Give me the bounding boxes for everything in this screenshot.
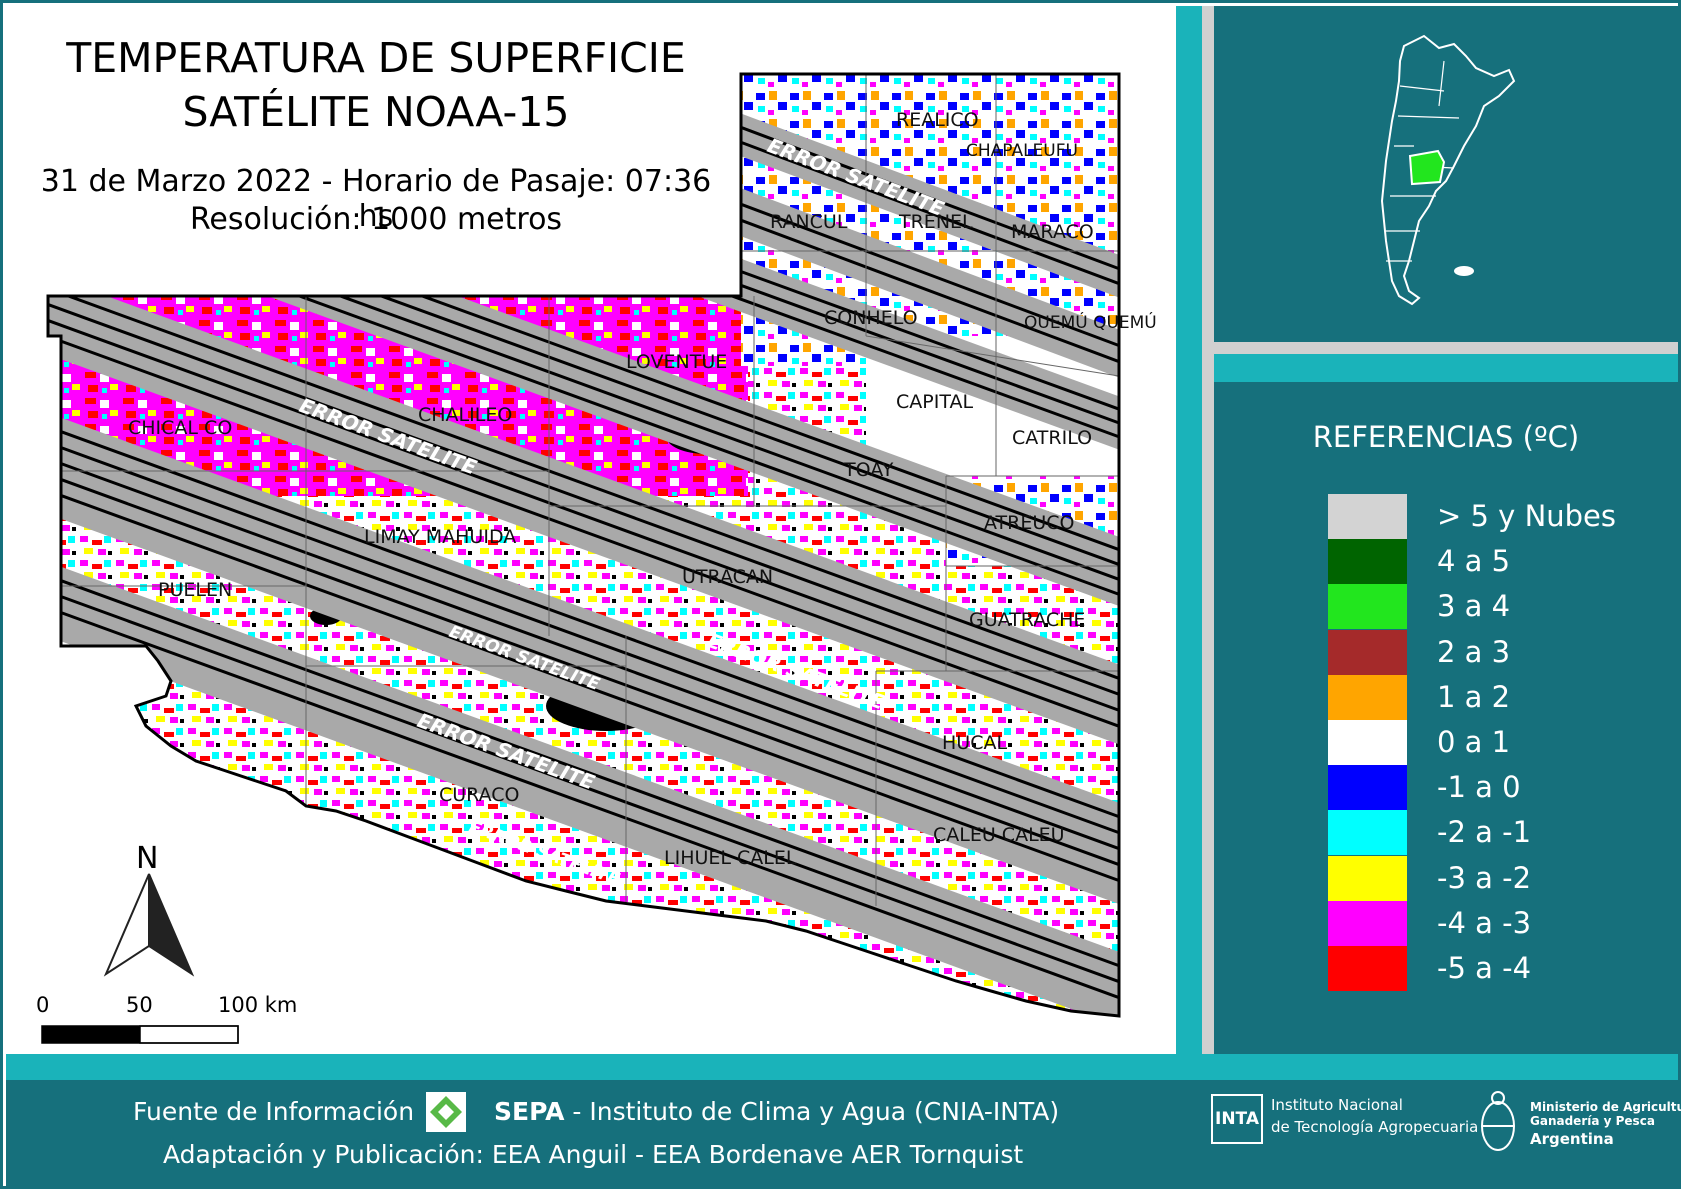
dept-label-hucal: HUCAL xyxy=(942,732,1007,754)
legend-swatch xyxy=(1328,674,1407,720)
side-panel: REFERENCIAS (ºC) > 5 y Nubes 4 a 5 3 a 4 2 … xyxy=(1214,6,1678,1054)
legend-swatch xyxy=(1328,720,1407,765)
legend-item: 4 a 5 xyxy=(1328,539,1658,585)
dept-label-chapaleufu: CHAPALEUFU xyxy=(966,141,1078,161)
legend-swatch xyxy=(1328,494,1407,539)
publication-line: Adaptación y Publicación: EEA Anguil - E… xyxy=(163,1140,1024,1169)
argentina-locator-map xyxy=(1380,34,1516,306)
legend-swatch xyxy=(1328,539,1407,585)
dept-label-puelen: PUELEN xyxy=(158,579,232,601)
vertical-grey-strip xyxy=(1202,6,1214,1054)
legend-panel: REFERENCIAS (ºC) > 5 y Nubes 4 a 5 3 a 4 2 … xyxy=(1214,382,1678,1054)
dept-label-rancul: RANCUL xyxy=(770,211,848,233)
legend-swatch xyxy=(1328,946,1407,991)
dept-label-realico: REALICO xyxy=(896,109,979,131)
legend-swatch xyxy=(1328,855,1407,901)
dept-label-curaco: CURACO xyxy=(439,784,520,806)
scale-label-100: 100 km xyxy=(218,993,297,1017)
dept-label-guatrache: GUATRACHE xyxy=(969,609,1085,631)
source-brand: SEPA xyxy=(493,1097,565,1126)
legend-label: > 5 y Nubes xyxy=(1437,499,1616,533)
dept-label-catrilo: CATRILO xyxy=(1012,427,1092,449)
scale-bar: 0 50 100 km xyxy=(36,993,297,1044)
legend-item: > 5 y Nubes xyxy=(1328,494,1658,539)
inta-name-line1: Instituto Nacional xyxy=(1271,1096,1403,1114)
legend-label: -3 a -2 xyxy=(1437,860,1532,895)
map-title-line2: SATÉLITE NOAA-15 xyxy=(182,88,570,136)
legend-label: -4 a -3 xyxy=(1437,905,1532,940)
scale-label-0: 0 xyxy=(36,993,49,1017)
dept-label-lihuel-calel: LIHUEL CALEL xyxy=(664,847,797,869)
legend-swatch xyxy=(1328,584,1407,630)
dept-label-utracan: UTRACAN xyxy=(682,566,773,588)
legend-item: 1 a 2 xyxy=(1328,674,1658,720)
legend-swatch xyxy=(1328,900,1407,946)
north-arrow-icon: N xyxy=(103,841,195,977)
legend-item: -4 a -3 xyxy=(1328,900,1658,946)
legend-label: 1 a 2 xyxy=(1437,679,1511,714)
dept-label-toay: TOAY xyxy=(843,459,894,481)
province-outline xyxy=(46,72,1121,1018)
side-separator xyxy=(1214,342,1678,382)
argentina-outline xyxy=(1380,34,1516,306)
sepa-logo-icon xyxy=(426,1092,466,1132)
north-label: N xyxy=(136,841,158,876)
malvinas-island xyxy=(1454,266,1474,276)
dept-label-chalileo: CHALILEO xyxy=(418,404,512,426)
dept-label-atreuco: ATREUCO xyxy=(984,512,1074,534)
legend-label: 2 a 3 xyxy=(1437,634,1511,669)
legend-item: 0 a 1 xyxy=(1328,720,1658,765)
source-prefix: Fuente de Información xyxy=(133,1097,415,1126)
legend-item: -5 a -4 xyxy=(1328,946,1658,991)
legend-item: 2 a 3 xyxy=(1328,629,1658,675)
map-canvas: ERROR SATELITE ERROR SATELITE ERROR SATE… xyxy=(36,72,1157,1044)
footer: Fuente de Información SEPA - Instituto d… xyxy=(6,1080,1681,1186)
legend-swatch xyxy=(1328,765,1407,811)
map-panel: ERROR SATELITE ERROR SATELITE ERROR SATE… xyxy=(6,6,1176,1054)
legend-item: -2 a -1 xyxy=(1328,810,1658,856)
legend-item: 3 a 4 xyxy=(1328,584,1658,630)
legend-label: -5 a -4 xyxy=(1437,951,1532,985)
ministry-line2: Ganadería y Pesca xyxy=(1530,1114,1655,1128)
dept-label-caleu-caleu: CALEU CALEU xyxy=(933,824,1065,846)
legend-label: 4 a 5 xyxy=(1437,544,1511,579)
dept-label-capital: CAPITAL xyxy=(896,391,973,413)
department-labels: RANCUL TRENEL MARACO CONHELO QUEMÚ QUEMÚ… xyxy=(128,109,1157,869)
department-boundaries xyxy=(61,74,1119,906)
map-date-line: 31 de Marzo 2022 - Horario de Pasaje: 07… xyxy=(40,164,712,234)
map-title-line1: TEMPERATURA DE SUPERFICIE xyxy=(66,34,686,82)
dept-label-loventue: LOVENTUE xyxy=(626,351,727,373)
inta-logo-box: INTA xyxy=(1211,1094,1263,1144)
legend-title: REFERENCIAS (ºC) xyxy=(1312,420,1580,454)
vertical-divider xyxy=(1176,6,1202,1054)
dept-label-trenel: TRENEL xyxy=(898,211,973,233)
dept-label-chical-co: CHICAL CO xyxy=(128,417,232,439)
scale-label-50: 50 xyxy=(126,993,153,1017)
source-suffix: - Instituto de Clima y Agua (CNIA-INTA) xyxy=(564,1097,1060,1126)
footer-band xyxy=(6,1054,1678,1080)
la-pampa-highlight xyxy=(1408,149,1446,186)
inset-map xyxy=(1214,6,1678,342)
legend-label: 3 a 4 xyxy=(1437,589,1511,624)
source-line: Fuente de Información SEPA - Instituto d… xyxy=(133,1097,1059,1126)
legend-item: -3 a -2 xyxy=(1328,855,1658,901)
legend-label: -2 a -1 xyxy=(1437,815,1532,850)
ministry-emblem-icon xyxy=(1481,1091,1515,1151)
map-resolution-line: Resolución: 1000 metros xyxy=(189,202,563,237)
legend-swatch xyxy=(1328,629,1407,675)
dept-label-conhelo: CONHELO xyxy=(824,307,918,329)
dept-label-maraco: MARACO xyxy=(1011,221,1094,243)
legend-label: 0 a 1 xyxy=(1437,725,1511,759)
dept-label-quemu: QUEMÚ QUEMÚ xyxy=(1024,311,1157,333)
legend-item: -1 a 0 xyxy=(1328,765,1658,811)
ministry-line1: Ministerio de Agricultura, xyxy=(1530,1100,1681,1114)
inta-name-line2: de Tecnología Agropecuaria xyxy=(1271,1118,1479,1136)
dept-label-limay-mahuida: LIMAY MAHUIDA xyxy=(364,526,516,548)
legend-label: -1 a 0 xyxy=(1437,770,1521,805)
legend-swatch xyxy=(1328,810,1407,856)
ministry-line3: Argentina xyxy=(1530,1130,1614,1148)
